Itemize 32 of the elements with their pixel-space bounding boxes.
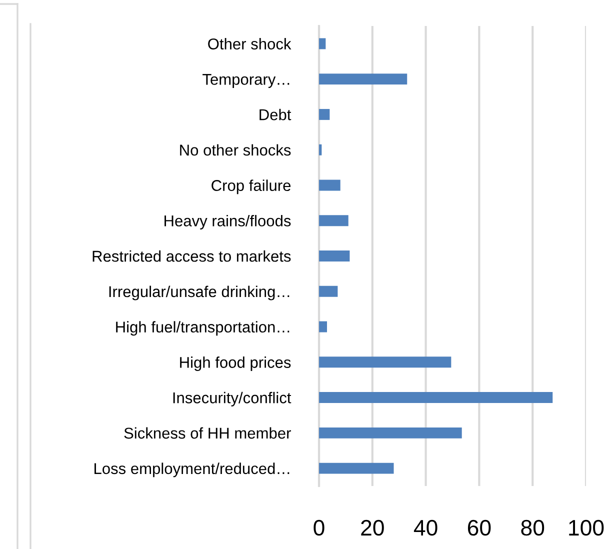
- bar: [319, 108, 330, 120]
- y-tick-label: Sickness of HH member: [124, 427, 291, 439]
- bar: [319, 250, 350, 262]
- y-tick-label: Irregular/unsafe drinking…: [109, 286, 290, 300]
- y-tick-label: Temporary…: [202, 74, 290, 88]
- y-tick-label: Crop failure: [212, 180, 291, 194]
- x-tick-label: 40: [414, 520, 438, 536]
- y-tick-label: Other shock: [208, 38, 292, 50]
- y-tick-label: Restricted access to markets: [92, 250, 291, 262]
- bar: [319, 180, 340, 191]
- bar: [319, 356, 452, 368]
- y-tick-label: Debt: [260, 108, 292, 120]
- bar: [319, 321, 328, 332]
- x-tick-label: 0: [314, 520, 324, 536]
- y-tick-label: No other shocks: [180, 144, 291, 156]
- bar: [319, 392, 553, 404]
- x-tick-label: 100: [569, 520, 604, 536]
- bar: [319, 427, 462, 438]
- x-tick-label: 80: [521, 520, 544, 536]
- y-tick-label: High fuel/transportation…: [116, 321, 290, 336]
- y-tick-label: Insecurity/conflict: [173, 392, 292, 406]
- x-tick-label: 20: [361, 520, 384, 536]
- bar: [319, 286, 338, 297]
- y-tick-label: Loss employment/reduced…: [94, 462, 290, 478]
- x-tick-label: 60: [468, 520, 491, 536]
- bar: [319, 215, 348, 226]
- y-tick-label: High food prices: [180, 356, 291, 372]
- bar: [319, 38, 326, 50]
- y-tick-label: Heavy rains/floods: [164, 214, 291, 230]
- bar: [319, 462, 394, 474]
- bar: [319, 144, 322, 156]
- bar: [319, 74, 408, 85]
